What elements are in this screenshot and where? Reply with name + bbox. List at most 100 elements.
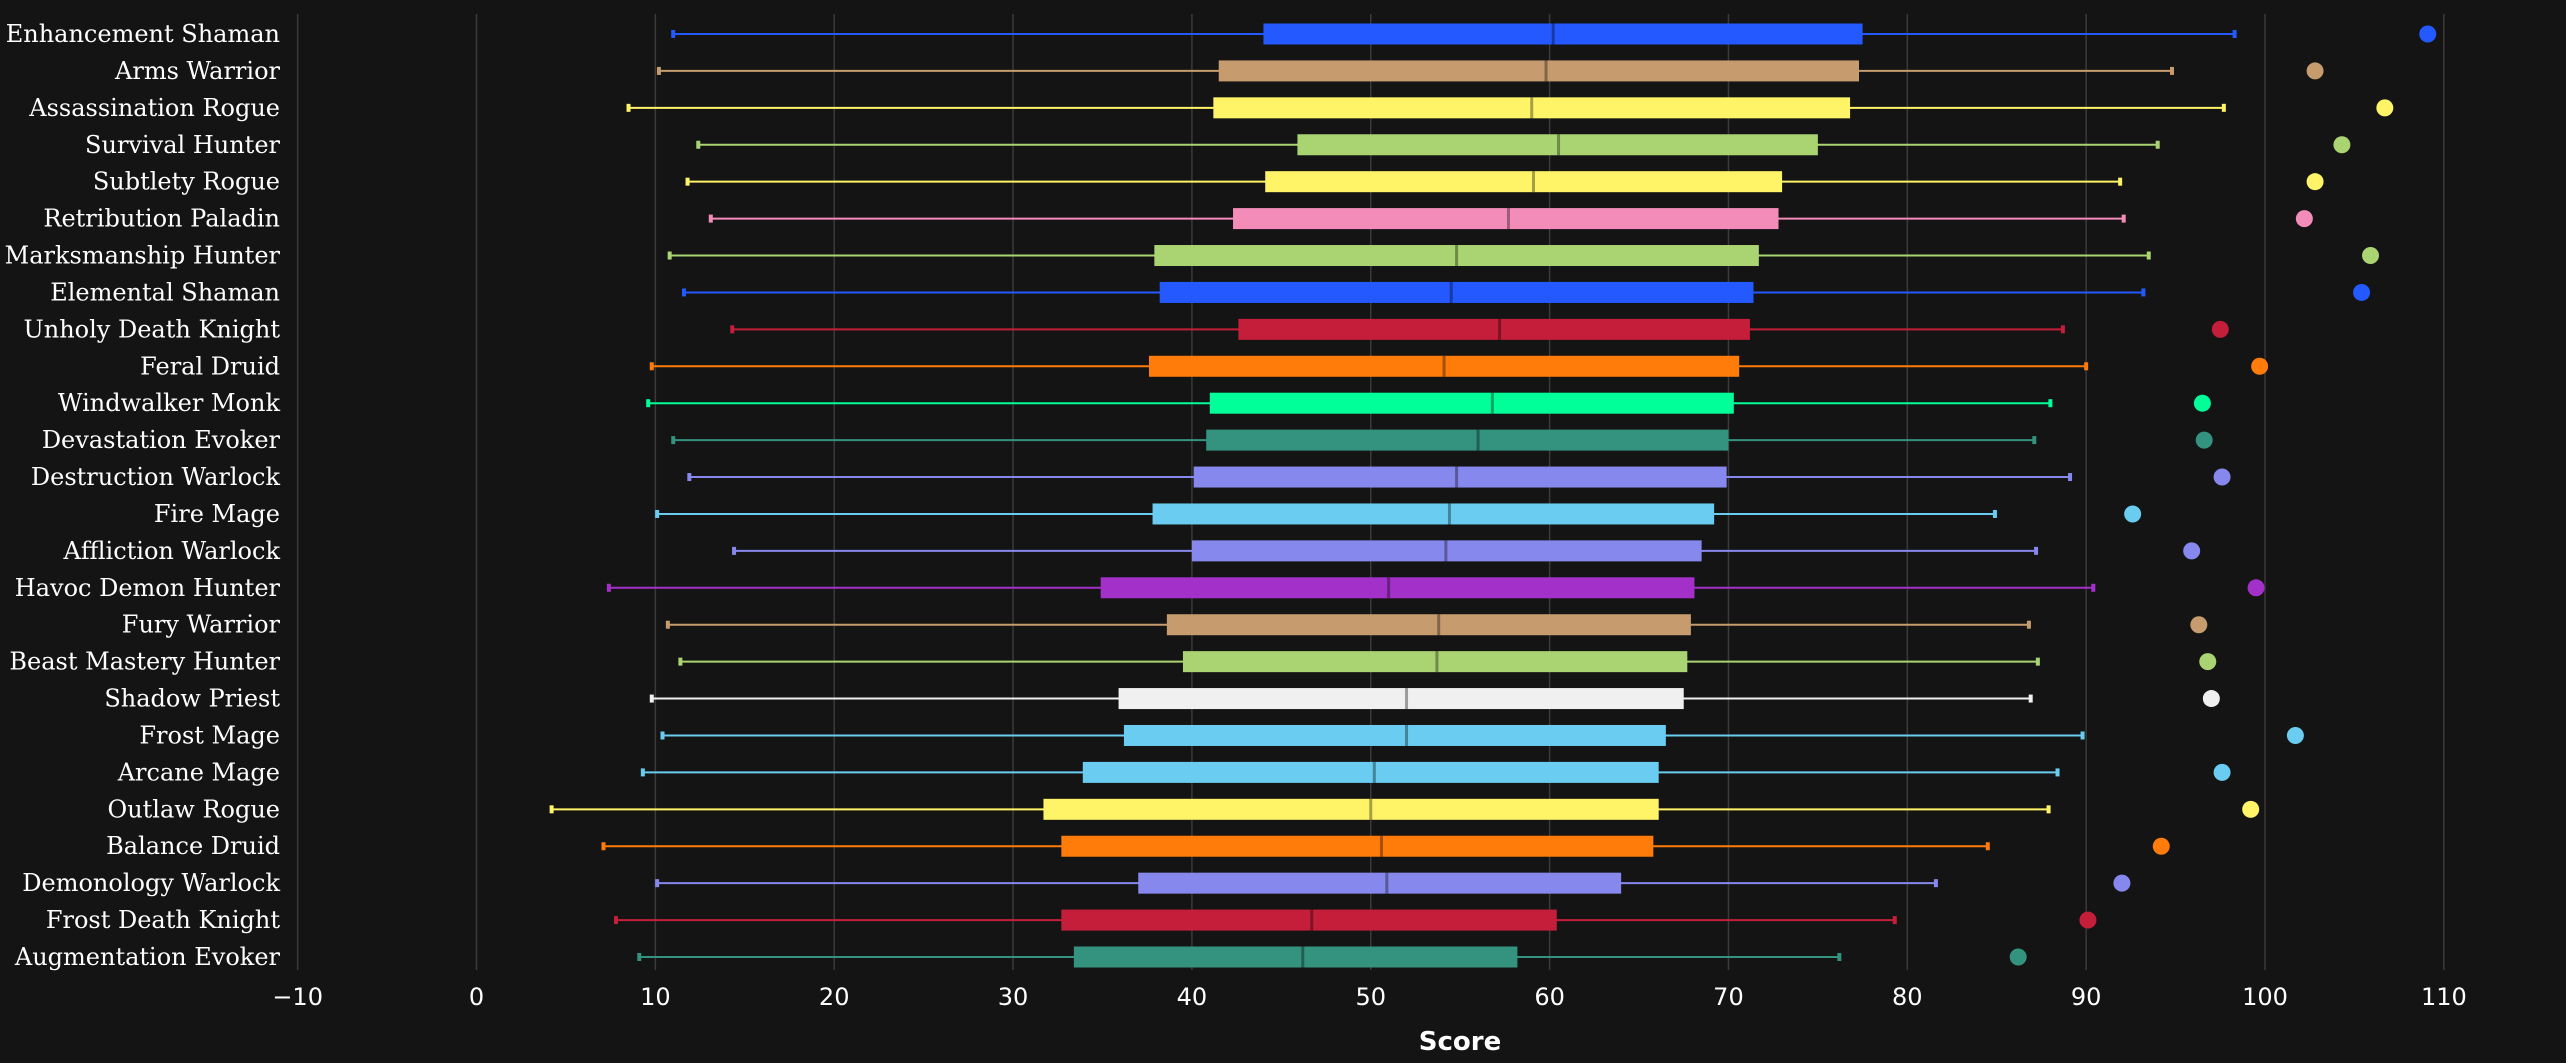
iqr-box	[1206, 429, 1729, 451]
category-label: Frost Mage	[139, 721, 280, 749]
x-tick-label: 0	[469, 983, 484, 1011]
category-label: Subtlety Rogue	[93, 168, 280, 196]
iqr-box	[1209, 392, 1734, 414]
outlier-point	[2306, 62, 2324, 80]
iqr-box	[1159, 281, 1754, 303]
whisker-cap-low	[732, 546, 737, 555]
box-row	[687, 466, 2231, 488]
iqr-box	[1154, 245, 1759, 267]
whisker-cap-high	[2035, 657, 2040, 666]
category-label: Assassination Rogue	[28, 94, 280, 122]
x-tick-label: 100	[2242, 983, 2288, 1011]
x-tick-label: 110	[2421, 983, 2467, 1011]
box-row	[549, 798, 2260, 820]
x-axis-ticks: −10 0 10 20 30 40 50 60 70 80 90 100 110	[272, 983, 2466, 1011]
box-row	[601, 835, 2170, 857]
whisker-cap-high	[2155, 140, 2160, 149]
category-label: Fury Warrior	[122, 611, 281, 639]
whisker-cap-high	[2060, 325, 2065, 334]
iqr-box	[1265, 171, 1783, 193]
outlier-point	[2362, 247, 2380, 265]
outlier-point	[2306, 173, 2324, 191]
box-row	[649, 688, 2220, 710]
whisker-cap-high	[2169, 66, 2174, 75]
whisker-cap-high	[2048, 399, 2053, 408]
category-label: Arms Warrior	[114, 57, 280, 85]
whisker-cap-high	[2221, 103, 2226, 112]
outlier-point	[2242, 800, 2260, 818]
box-row	[667, 245, 2380, 267]
outlier-point	[2333, 136, 2351, 154]
outlier-point	[2124, 505, 2142, 523]
box-row	[614, 909, 2097, 931]
whisker-cap-high	[2080, 731, 2085, 740]
iqr-box	[1213, 97, 1851, 119]
iqr-box	[1166, 614, 1691, 636]
outlier-point	[2211, 320, 2229, 338]
outlier-point	[2113, 874, 2131, 892]
x-axis-title: Score	[1419, 1027, 1501, 1057]
whisker-cap-low	[685, 177, 690, 186]
whisker-cap-low	[655, 879, 660, 888]
x-tick-label: 80	[1892, 983, 1923, 1011]
iqr-box	[1082, 761, 1659, 783]
category-label: Marksmanship Hunter	[5, 242, 281, 270]
whisker-cap-high	[2068, 473, 2073, 482]
category-label: Devastation Evoker	[42, 426, 281, 454]
whisker-cap-high	[2028, 694, 2033, 703]
box-row	[696, 134, 2351, 156]
box-row	[655, 872, 2131, 894]
whisker-cap-low	[678, 657, 683, 666]
category-label: Affliction Warlock	[62, 537, 280, 565]
box-row	[660, 724, 2304, 746]
category-label: Beast Mastery Hunter	[9, 648, 280, 676]
box-row	[656, 60, 2324, 82]
iqr-box	[1263, 23, 1863, 45]
x-tick-label: 30	[998, 983, 1029, 1011]
box-row	[665, 614, 2208, 636]
whisker-cap-high	[2084, 362, 2089, 371]
whisker-cap-low	[671, 436, 676, 445]
x-tick-label: −10	[272, 983, 323, 1011]
outlier-point	[2193, 394, 2211, 412]
iqr-box	[1061, 835, 1654, 857]
whisker-cap-low	[708, 214, 713, 223]
box-row	[637, 946, 2027, 968]
category-label: Balance Druid	[106, 832, 280, 860]
category-label: Elemental Shaman	[50, 278, 280, 306]
whisker-cap-high	[1837, 953, 1842, 961]
outlier-point	[2353, 283, 2371, 301]
category-label: Unholy Death Knight	[24, 315, 281, 343]
whisker-cap-high	[1892, 916, 1897, 925]
category-label: Destruction Warlock	[31, 463, 281, 491]
whisker-cap-high	[2046, 805, 2051, 814]
whisker-cap-high	[1985, 842, 1990, 851]
iqr-box	[1238, 318, 1750, 340]
whisker-cap-low	[606, 583, 611, 592]
box-row	[671, 23, 2437, 45]
iqr-box	[1138, 872, 1622, 894]
whisker-cap-low	[730, 325, 735, 334]
whisker-cap-low	[660, 731, 665, 740]
whisker-cap-low	[601, 842, 606, 851]
outlier-point	[2079, 911, 2097, 929]
outlier-point	[2009, 948, 2027, 966]
iqr-box	[1043, 798, 1659, 820]
iqr-box	[1073, 946, 1518, 968]
box-row	[606, 577, 2265, 599]
category-label: Havoc Demon Hunter	[15, 574, 281, 602]
outlier-point	[2152, 837, 2170, 855]
iqr-box	[1218, 60, 1860, 82]
category-labels: Enhancement Shaman Arms Warrior Assassinat…	[5, 20, 281, 971]
whisker-cap-low	[656, 66, 661, 75]
x-tick-label: 70	[1713, 983, 1744, 1011]
iqr-box	[1152, 503, 1715, 525]
outlier-point	[2202, 690, 2220, 708]
box-row	[708, 208, 2313, 230]
outlier-point	[2419, 25, 2437, 43]
category-label: Augmentation Evoker	[14, 943, 281, 971]
outlier-point	[2190, 616, 2208, 634]
whisker-cap-low	[681, 288, 686, 297]
